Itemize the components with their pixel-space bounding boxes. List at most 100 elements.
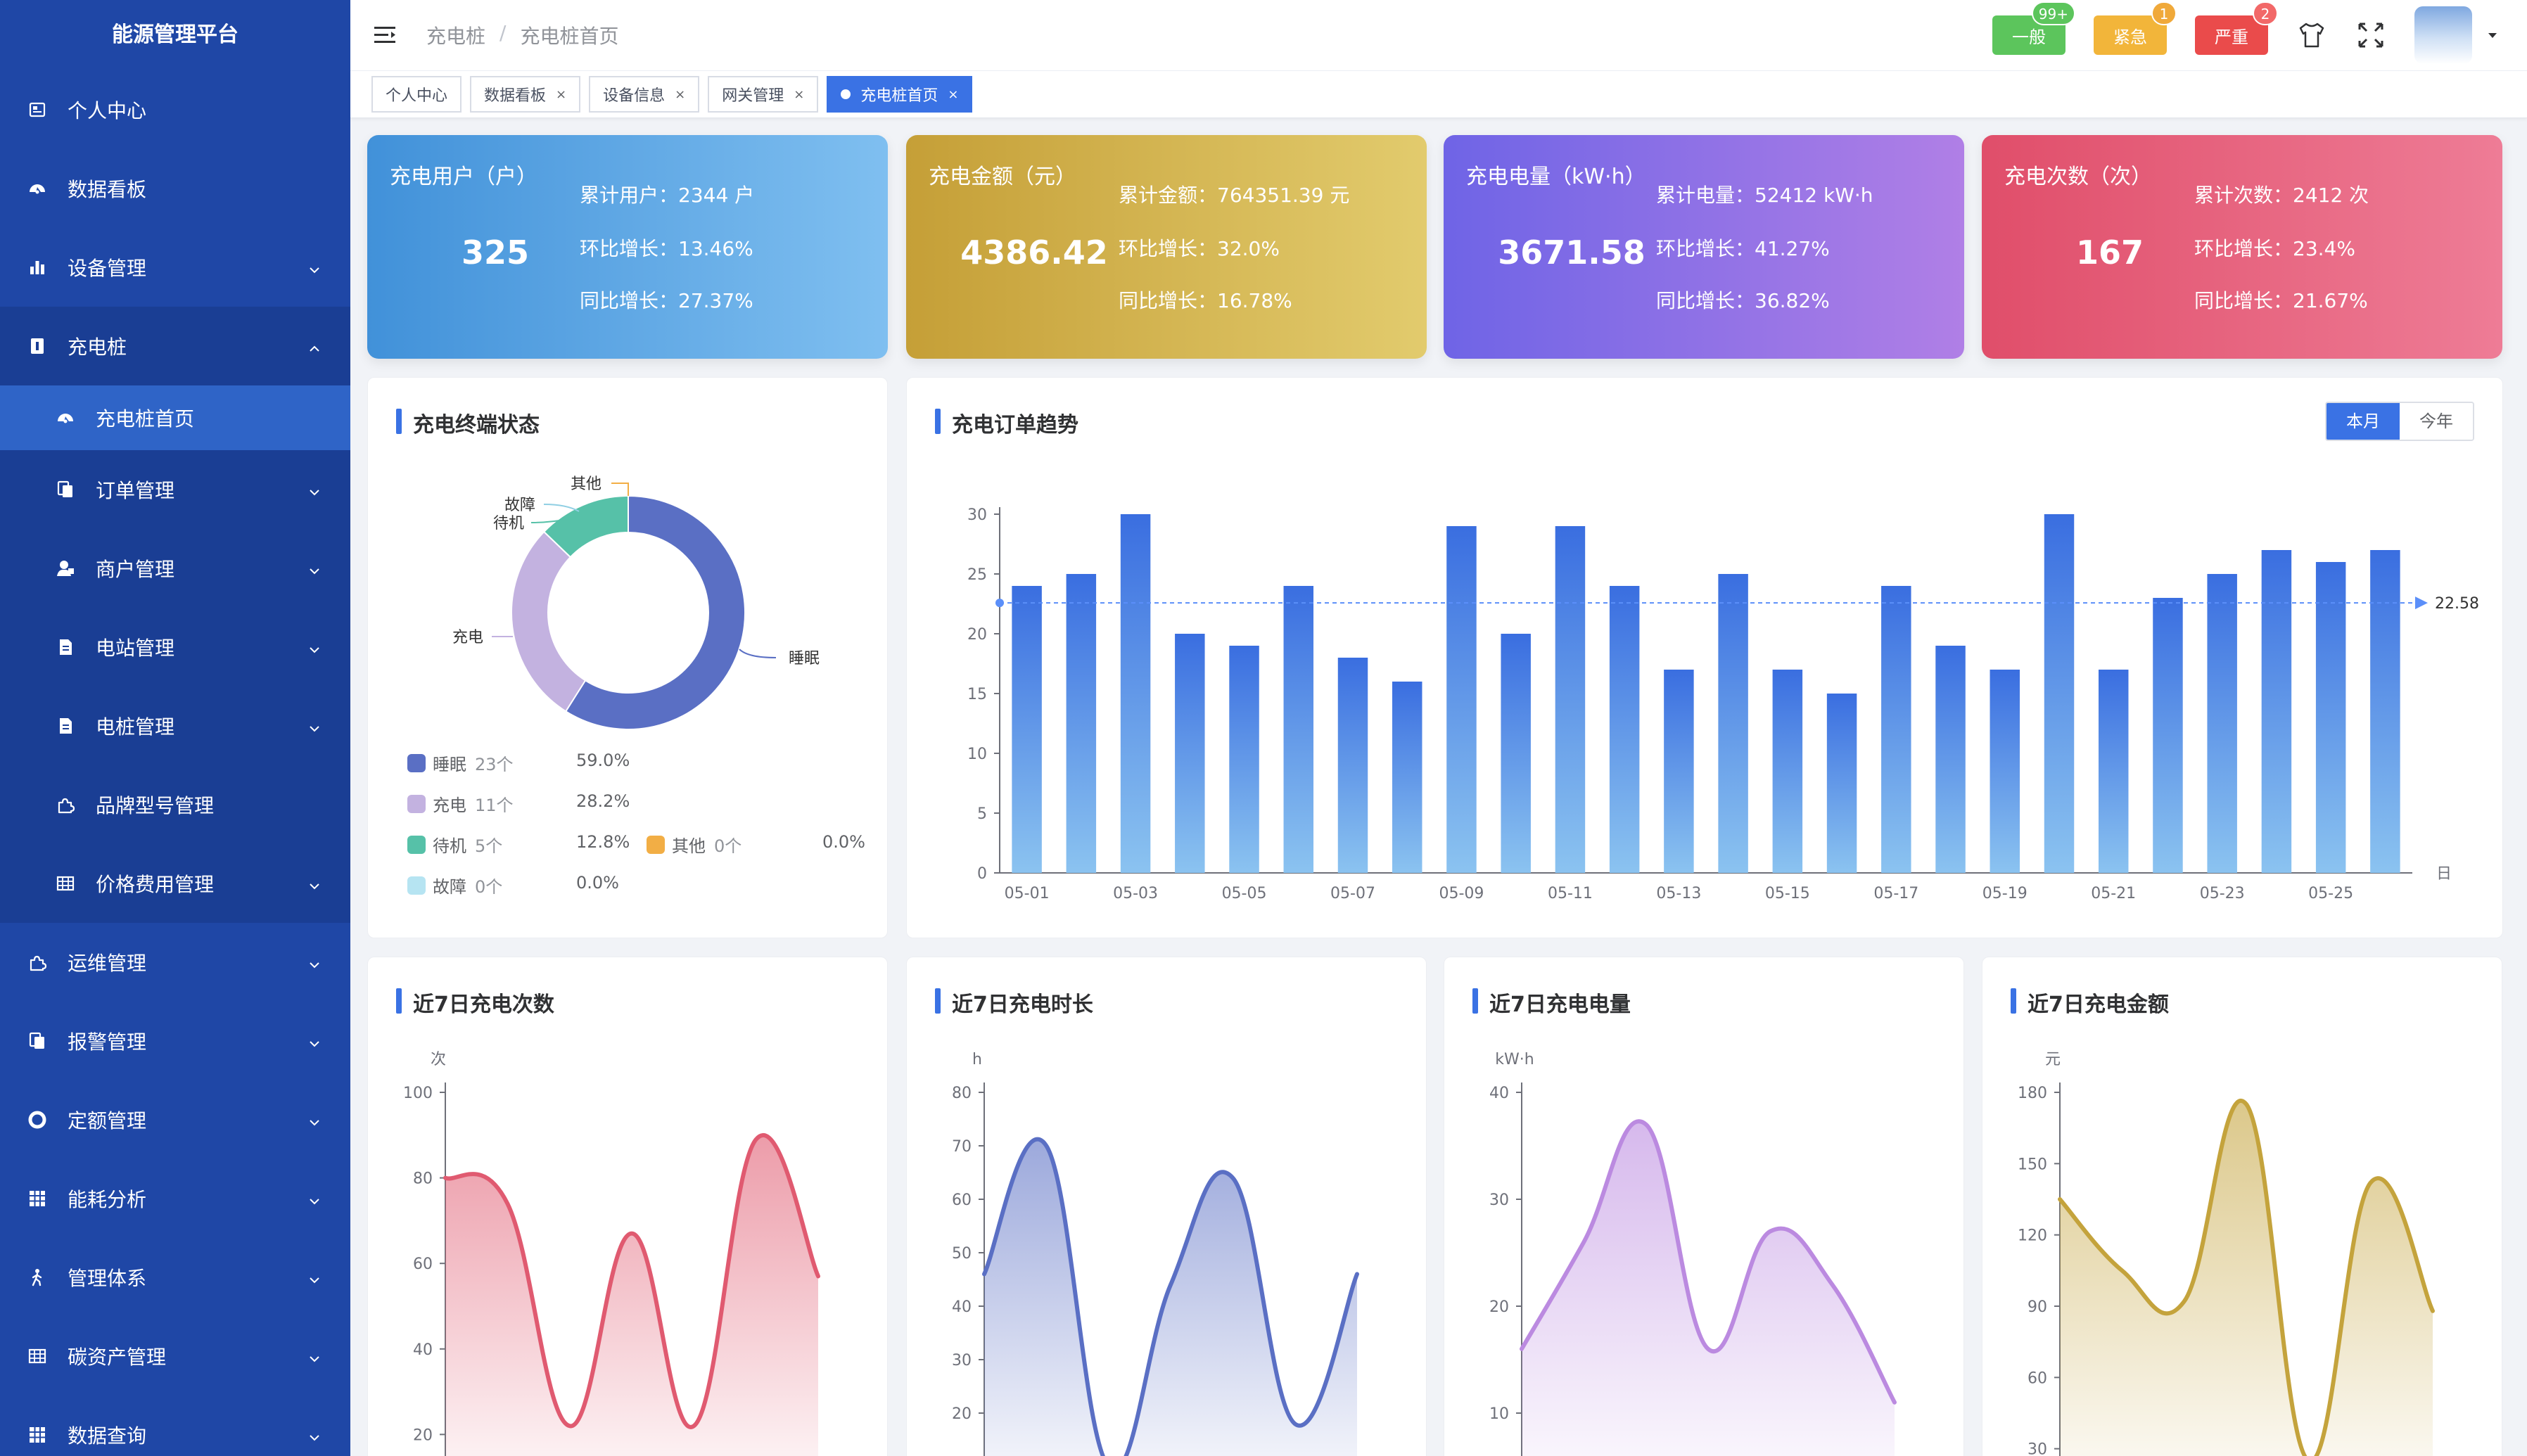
sidebar-item[interactable]: 能耗分析 xyxy=(0,1159,350,1238)
y-tick-label: 90 xyxy=(2028,1298,2047,1316)
bar[interactable] xyxy=(2370,550,2400,873)
sidebar-item[interactable]: 碳资产管理 xyxy=(0,1317,350,1396)
legend-item[interactable]: 待机 5个 xyxy=(407,832,545,857)
bar[interactable] xyxy=(2315,562,2346,873)
sidebar-item[interactable]: 充电桩 xyxy=(0,307,350,385)
tag-label: 数据看板 xyxy=(484,87,547,105)
tag-tab[interactable]: 网关管理 × xyxy=(708,76,819,113)
legend-swatch xyxy=(407,753,426,772)
bar[interactable] xyxy=(2044,514,2075,873)
terminal-status-panel: 充电终端状态 睡眠 充电 待机 其他 故障 睡眠 23个 59.0% 充电 11个 28.2% 待机… xyxy=(367,377,888,938)
bar[interactable] xyxy=(1609,586,1640,873)
bar[interactable] xyxy=(1229,646,1259,873)
sidebar-item[interactable]: 设备管理 xyxy=(0,228,350,307)
sidebar-item[interactable]: 数据查询 xyxy=(0,1396,350,1456)
bar[interactable] xyxy=(2261,550,2292,873)
bar[interactable] xyxy=(1175,634,1205,873)
series-line[interactable] xyxy=(982,1137,1359,1456)
legend-item[interactable]: 充电 11个 xyxy=(407,791,545,816)
donut-leader-line xyxy=(530,518,573,523)
sidebar-item[interactable]: 价格费用管理 xyxy=(0,844,350,923)
alarm-button[interactable]: 严重 2 xyxy=(2195,1,2278,55)
alarm-button[interactable]: 紧急 1 xyxy=(2094,1,2177,55)
toggle-this-month[interactable]: 本月 xyxy=(2327,403,2400,440)
caret-down-icon[interactable] xyxy=(2486,29,2499,41)
sidebar-item[interactable]: 运维管理 xyxy=(0,923,350,1002)
tag-tab[interactable]: 设备信息 × xyxy=(589,76,700,113)
sidebar-menu: 个人中心 数据看板 设备管理充电桩充电桩首页 订单管理 商户管理 电站管理 电桩管理 品牌型号… xyxy=(0,70,350,1456)
bar[interactable] xyxy=(1446,526,1477,873)
bar[interactable] xyxy=(1555,526,1586,873)
bar[interactable] xyxy=(1283,586,1314,873)
bar[interactable] xyxy=(1501,634,1531,873)
sidebar-item[interactable]: 品牌型号管理 xyxy=(0,765,350,844)
toggle-this-year[interactable]: 今年 xyxy=(2400,403,2473,440)
donut-label: 故障 xyxy=(504,497,535,514)
legend-item[interactable]: 故障 0个 xyxy=(407,873,545,898)
sidebar-item[interactable]: 商户管理 xyxy=(0,529,350,608)
stat-yoy: 同比增长：27.37% xyxy=(580,289,753,312)
bar[interactable] xyxy=(2207,574,2237,873)
stat-mom: 环比增长：41.27% xyxy=(1656,237,1830,260)
bar[interactable] xyxy=(2153,598,2183,873)
alarm-button[interactable]: 一般 99+ xyxy=(1992,1,2075,55)
sidebar-item[interactable]: 充电桩首页 xyxy=(0,385,350,450)
panel-title: 充电终端状态 xyxy=(396,407,540,438)
series-line[interactable] xyxy=(443,1133,820,1429)
tag-tab[interactable]: 数据看板 × xyxy=(470,76,581,113)
lifebuoy-icon xyxy=(27,1109,48,1130)
bar[interactable] xyxy=(1337,658,1368,873)
sidebar-item[interactable]: 管理体系 xyxy=(0,1238,350,1317)
series-line[interactable] xyxy=(2058,1099,2435,1456)
sidebar-item-label: 充电桩 xyxy=(68,336,127,359)
charger-icon xyxy=(27,336,48,357)
alarm-badge: 1 xyxy=(2151,1,2177,25)
sidebar-item[interactable]: 电站管理 xyxy=(0,608,350,687)
close-icon[interactable]: × xyxy=(948,87,959,102)
bar[interactable] xyxy=(1066,574,1097,873)
seven-day-duration-chart: h1020304050607080 xyxy=(952,1051,1359,1456)
close-icon[interactable]: × xyxy=(794,87,805,102)
bar[interactable] xyxy=(1826,694,1857,873)
bar[interactable] xyxy=(1664,670,1694,873)
y-tick-label: 20 xyxy=(967,626,987,644)
fullscreen-icon[interactable] xyxy=(2355,20,2386,51)
legend-item[interactable]: 其他 0个 xyxy=(647,832,784,857)
legend-count: 0个 xyxy=(714,836,742,856)
bar[interactable] xyxy=(1881,586,1911,873)
tag-tab[interactable]: 充电桩首页 × xyxy=(827,76,973,113)
bar[interactable] xyxy=(1012,586,1042,873)
stat-title: 充电用户（户） xyxy=(390,165,537,189)
y-tick-label: 15 xyxy=(967,686,987,703)
area-fill xyxy=(1522,1121,1895,1456)
sidebar-item[interactable]: 个人中心 xyxy=(0,70,350,149)
legend-name: 其他 xyxy=(672,836,706,856)
series-line[interactable] xyxy=(1520,1119,1897,1405)
sidebar-item[interactable]: 报警管理 xyxy=(0,1002,350,1080)
sidebar-item[interactable]: 数据看板 xyxy=(0,149,350,228)
bar[interactable] xyxy=(1120,514,1151,873)
close-icon[interactable]: × xyxy=(675,87,686,102)
legend-item[interactable]: 睡眠 23个 xyxy=(407,751,545,775)
sidebar-item[interactable]: 电桩管理 xyxy=(0,687,350,765)
breadcrumb-item[interactable]: 充电桩 xyxy=(426,25,486,48)
donut-slice[interactable] xyxy=(511,530,587,713)
avatar[interactable] xyxy=(2414,6,2472,64)
bar[interactable] xyxy=(1935,646,1966,873)
order-trend-bar-chart: 0 5 10 15 20 25 30 05-01 05-03 05-05 05-07 05-09 05-… xyxy=(967,506,2479,902)
bar[interactable] xyxy=(1772,670,1803,873)
sidebar-item[interactable]: 订单管理 xyxy=(0,450,350,529)
bar[interactable] xyxy=(2098,670,2129,873)
theme-shirt-icon[interactable] xyxy=(2296,20,2327,51)
donut-label: 睡眠 xyxy=(789,650,820,668)
hamburger-icon[interactable] xyxy=(371,21,400,49)
tag-tab[interactable]: 个人中心 xyxy=(371,76,462,113)
bar[interactable] xyxy=(1718,574,1748,873)
donut-slice[interactable] xyxy=(564,494,746,730)
bar[interactable] xyxy=(1392,682,1422,873)
tag-label: 设备信息 xyxy=(603,87,666,105)
close-icon[interactable]: × xyxy=(556,87,567,102)
bar[interactable] xyxy=(1990,670,2020,873)
chevron-down-icon xyxy=(307,1270,322,1285)
sidebar-item[interactable]: 定额管理 xyxy=(0,1080,350,1159)
